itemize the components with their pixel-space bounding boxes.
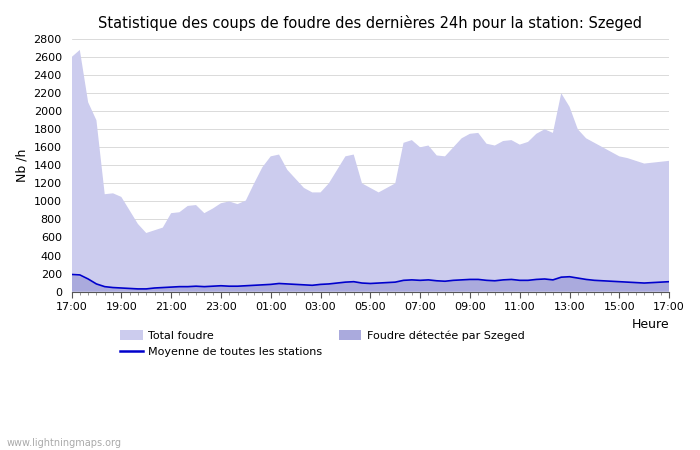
Y-axis label: Nb /h: Nb /h [15,148,28,182]
X-axis label: Heure: Heure [631,318,669,331]
Title: Statistique des coups de foudre des dernières 24h pour la station: Szeged: Statistique des coups de foudre des dern… [98,15,643,31]
Legend: Total foudre, Moyenne de toutes les stations, Foudre détectée par Szeged: Total foudre, Moyenne de toutes les stat… [116,326,529,362]
Text: www.lightningmaps.org: www.lightningmaps.org [7,438,122,448]
